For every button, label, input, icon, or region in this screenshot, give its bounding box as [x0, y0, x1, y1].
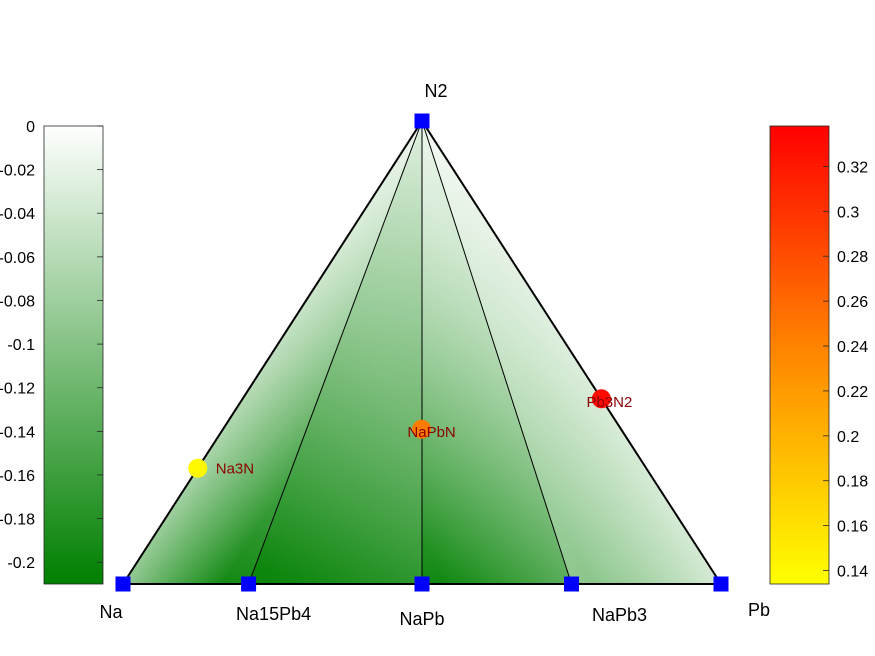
hull-label-napb3: NaPb3 [592, 605, 647, 625]
unstable-label-napbn: NaPbN [407, 424, 455, 441]
left-tick-label: -0.06 [0, 250, 35, 267]
hull-label-na15pb4: Na15Pb4 [236, 604, 311, 624]
hull-marker-na15pb4 [241, 576, 257, 592]
unstable-marker-napbn [412, 419, 432, 439]
unstable-marker-pb3n2 [591, 389, 611, 409]
tie-line [248, 120, 423, 585]
hull-marker-napb3 [564, 576, 579, 592]
right-tick-label: 0.22 [837, 384, 868, 401]
tie-line [421, 120, 572, 585]
right-tick-label: 0.2 [837, 429, 859, 446]
unstable-label-na3n: Na3N [216, 460, 254, 477]
left-tick-label: -0.08 [0, 293, 35, 310]
left-tick-label: -0.16 [0, 468, 35, 485]
right-tick-label: 0.32 [837, 159, 868, 176]
unstable-markers [188, 389, 611, 478]
left-tick-label: -0.18 [0, 512, 35, 529]
right-colorbar: 0.14 0.16 0.18 0.2 0.22 0.24 0.26 0.28 0.3 0.32 [769, 125, 868, 585]
hull-label-napb: NaPb [399, 609, 444, 629]
point-labels: N2 Na Na15Pb4 NaPb NaPb3 Pb Na3N NaPbN Pb3N2 [99, 81, 770, 629]
right-tick-label: 0.3 [837, 204, 859, 221]
left-tick-label: 0 [26, 119, 35, 136]
hull-marker-napb [414, 576, 430, 592]
right-colorbar-gradient [769, 125, 830, 585]
left-tick-label: -0.2 [7, 555, 35, 572]
left-tick-label: -0.14 [0, 424, 35, 441]
hull-marker-pb [713, 576, 729, 592]
hull-marker-n2 [414, 113, 430, 129]
hull-marker-na [115, 576, 131, 592]
right-colorbar-ticks: 0.14 0.16 0.18 0.2 0.22 0.24 0.26 0.28 0.3 0.32 [823, 159, 868, 581]
right-tick-label: 0.14 [837, 564, 868, 581]
unstable-label-pb3n2: Pb3N2 [586, 394, 632, 411]
right-tick-label: 0.26 [837, 294, 868, 311]
hull-label-pb: Pb [748, 600, 770, 620]
left-tick-label: -0.02 [0, 163, 35, 180]
triangle-edge [421, 120, 722, 585]
left-colorbar: 0 -0.02 -0.04 -0.06 -0.08 -0.1 -0.12 -0.14 -0.16… [0, 119, 104, 585]
hull-label-n2: N2 [424, 81, 447, 101]
left-colorbar-ticks: 0 -0.02 -0.04 -0.06 -0.08 -0.1 -0.12 -0.14 -0.16… [0, 119, 103, 572]
left-tick-label: -0.12 [0, 381, 35, 398]
tie-lines [248, 120, 572, 585]
ternary-plot: N2 Na Na15Pb4 NaPb NaPb3 Pb Na3N NaPbN Pb3N2 [99, 81, 770, 629]
left-tick-label: -0.1 [7, 337, 35, 354]
unstable-marker-na3n [188, 458, 208, 478]
left-tick-label: -0.04 [0, 206, 35, 223]
triangle-edge [122, 120, 423, 585]
right-tick-label: 0.28 [837, 249, 868, 266]
hull-markers [115, 113, 729, 592]
right-tick-label: 0.24 [837, 339, 868, 356]
left-colorbar-gradient [43, 125, 104, 585]
right-tick-label: 0.18 [837, 474, 868, 491]
right-tick-label: 0.16 [837, 519, 868, 536]
hull-label-na: Na [99, 602, 123, 622]
